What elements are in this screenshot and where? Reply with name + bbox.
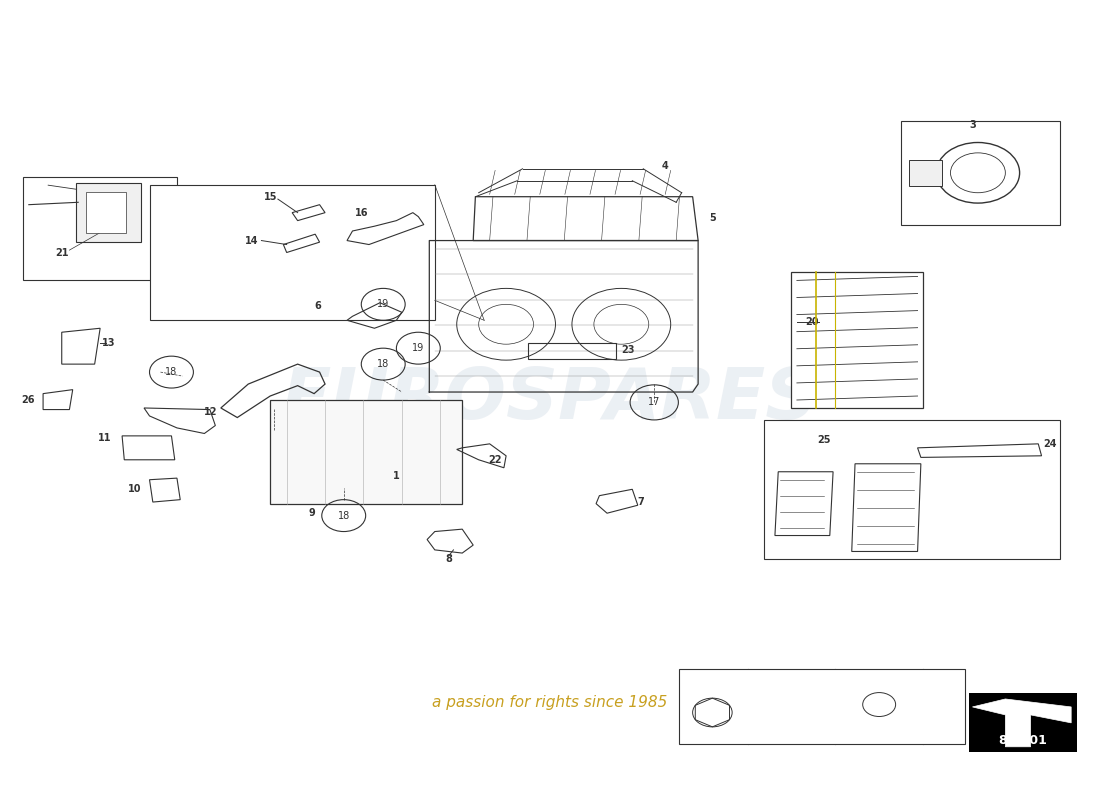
FancyBboxPatch shape: [76, 183, 141, 242]
Text: 11: 11: [98, 434, 111, 443]
Text: 18: 18: [377, 359, 389, 369]
FancyBboxPatch shape: [150, 185, 435, 320]
FancyBboxPatch shape: [271, 400, 462, 504]
Text: 3: 3: [969, 120, 976, 130]
Text: 13: 13: [102, 338, 116, 347]
Text: 18: 18: [338, 510, 350, 521]
Polygon shape: [972, 699, 1071, 746]
Text: a passion for rights since 1985: a passion for rights since 1985: [432, 695, 668, 710]
Text: 12: 12: [205, 407, 218, 417]
Text: 25: 25: [817, 435, 832, 445]
FancyBboxPatch shape: [23, 177, 177, 281]
Text: 18: 18: [165, 367, 177, 377]
FancyBboxPatch shape: [969, 693, 1077, 752]
Text: 23: 23: [621, 345, 635, 354]
Text: 14: 14: [245, 235, 258, 246]
Text: 819 01: 819 01: [999, 734, 1047, 747]
Text: 1: 1: [393, 470, 399, 481]
Text: 15: 15: [264, 192, 277, 202]
Text: 24: 24: [1044, 439, 1057, 449]
Text: 19: 19: [377, 299, 389, 310]
Text: 18: 18: [784, 676, 799, 686]
FancyBboxPatch shape: [86, 192, 126, 234]
Text: 19: 19: [872, 676, 886, 686]
Text: 10: 10: [129, 484, 142, 494]
Text: EUROSPARES: EUROSPARES: [282, 366, 818, 434]
Text: 21: 21: [55, 247, 68, 258]
Text: 19: 19: [412, 343, 425, 353]
FancyBboxPatch shape: [901, 121, 1060, 225]
Text: 20: 20: [805, 317, 818, 327]
Text: 22: 22: [488, 454, 502, 465]
Text: 4: 4: [662, 162, 669, 171]
Text: 16: 16: [354, 208, 368, 218]
FancyBboxPatch shape: [791, 273, 923, 408]
FancyBboxPatch shape: [909, 160, 942, 186]
FancyBboxPatch shape: [764, 420, 1060, 559]
Text: 7: 7: [638, 497, 645, 507]
Text: 2: 2: [271, 429, 277, 438]
Text: 17: 17: [686, 676, 700, 686]
FancyBboxPatch shape: [680, 669, 965, 744]
Text: 17: 17: [648, 398, 660, 407]
Text: 26: 26: [21, 395, 34, 405]
Text: 6: 6: [314, 301, 321, 311]
Text: 5: 5: [710, 214, 716, 223]
Text: 9: 9: [308, 508, 316, 518]
Text: 8: 8: [446, 554, 452, 565]
